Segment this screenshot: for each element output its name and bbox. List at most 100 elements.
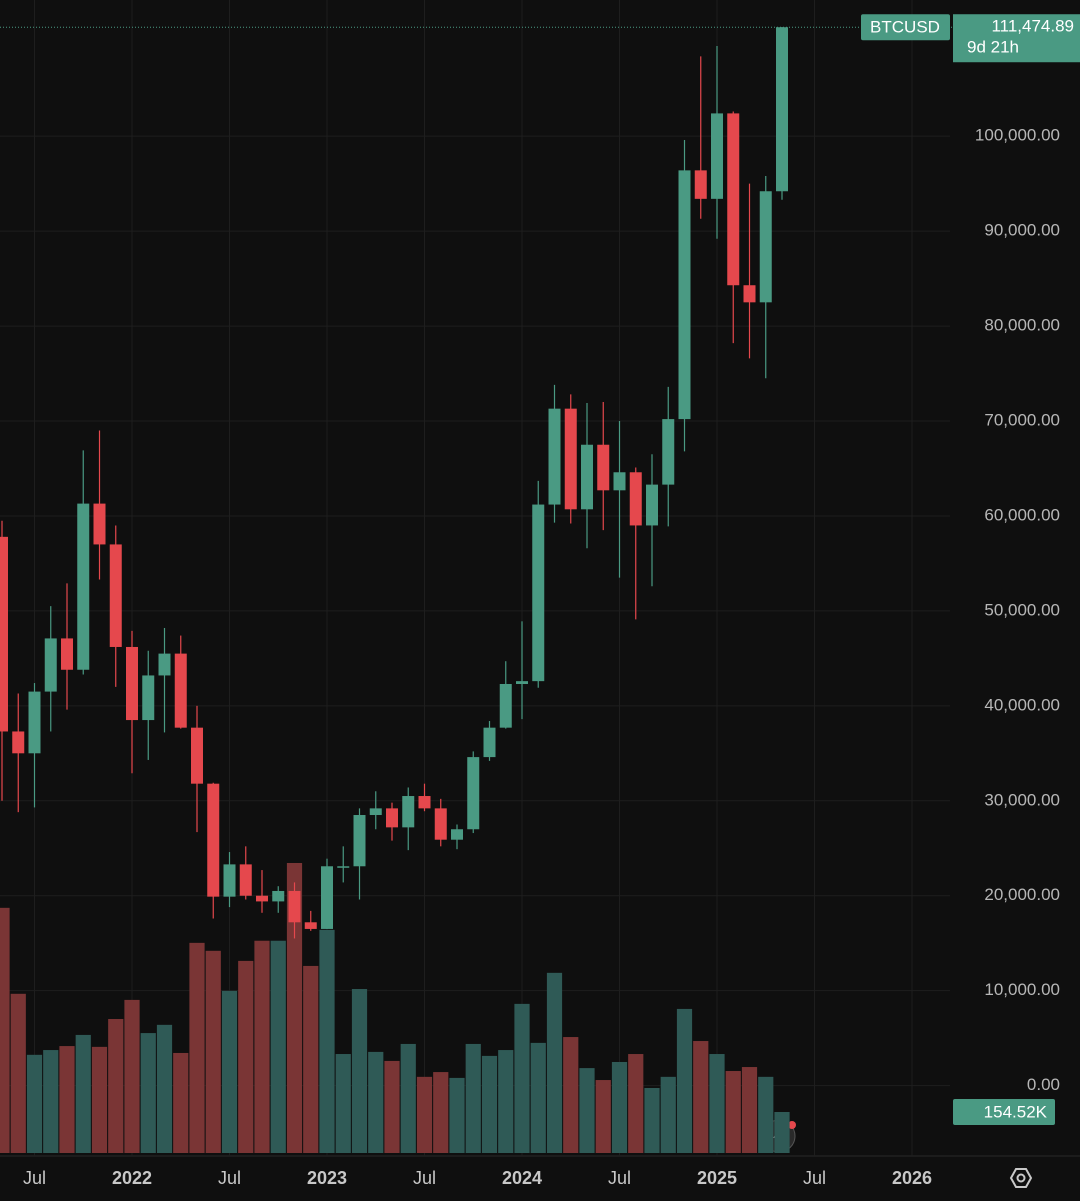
candle-body bbox=[61, 638, 73, 670]
countdown: 9d 21h bbox=[967, 38, 1019, 57]
candle-body bbox=[597, 444, 610, 491]
candle-body bbox=[548, 408, 561, 505]
volume-label: 154.52K bbox=[984, 1102, 1048, 1121]
candle-body bbox=[499, 683, 512, 728]
x-tick-label: 2026 bbox=[892, 1168, 932, 1188]
candle-body bbox=[272, 890, 285, 902]
candle-body bbox=[12, 731, 25, 754]
volume-bar bbox=[660, 1076, 676, 1153]
volume-bar bbox=[108, 1019, 124, 1153]
volume-bar bbox=[140, 1033, 156, 1153]
volume-bar bbox=[498, 1050, 514, 1153]
volume-bar bbox=[173, 1052, 189, 1153]
grid bbox=[0, 0, 950, 1156]
last-price-label: 111,474.89 bbox=[991, 17, 1074, 36]
y-tick-label: 20,000.00 bbox=[984, 885, 1060, 904]
candle-body bbox=[467, 757, 480, 830]
candle-body bbox=[386, 808, 398, 828]
icon-badge bbox=[788, 1121, 796, 1129]
volume-bar bbox=[774, 1112, 790, 1153]
volume-bar bbox=[514, 1003, 530, 1153]
x-tick-label: 2023 bbox=[307, 1168, 347, 1188]
candle-body bbox=[613, 472, 626, 491]
candle-body bbox=[369, 808, 382, 816]
y-tick-label: 90,000.00 bbox=[984, 221, 1060, 240]
candle-body bbox=[239, 864, 252, 896]
volume-bar bbox=[335, 1054, 351, 1153]
volume-box bbox=[953, 1099, 1055, 1125]
y-tick-label: 60,000.00 bbox=[984, 505, 1060, 524]
volume-bar bbox=[91, 1046, 108, 1153]
volume-bar bbox=[416, 1076, 433, 1153]
candle-body bbox=[516, 681, 528, 684]
y-tick-label: 70,000.00 bbox=[984, 410, 1060, 429]
logo bbox=[1009, 1168, 1033, 1188]
candle-body bbox=[93, 503, 106, 545]
candle-body bbox=[418, 796, 431, 809]
volume-bar bbox=[628, 1054, 644, 1153]
volume-bar bbox=[595, 1080, 611, 1153]
volume-bar bbox=[43, 1050, 59, 1153]
candle-body bbox=[711, 113, 723, 199]
x-tick-label: Jul bbox=[23, 1168, 46, 1188]
candle-body bbox=[223, 864, 236, 897]
candle-body bbox=[776, 27, 788, 192]
candle-body bbox=[174, 653, 187, 728]
candle-body bbox=[191, 727, 203, 784]
candle-body bbox=[662, 419, 675, 485]
volume-bar bbox=[530, 1042, 546, 1153]
logo-hex bbox=[1009, 1168, 1033, 1188]
candle-body bbox=[288, 890, 301, 923]
volume-bar bbox=[758, 1076, 774, 1153]
volume-bar bbox=[676, 1008, 693, 1153]
symbol-label: BTCUSD bbox=[870, 18, 940, 37]
candle-body bbox=[402, 796, 415, 828]
candle-body bbox=[581, 444, 593, 510]
volume-bar bbox=[546, 972, 563, 1153]
volume-bar bbox=[319, 929, 335, 1153]
y-tick-label: 0.00 bbox=[1027, 1075, 1060, 1094]
candle-body bbox=[304, 922, 317, 929]
candle-body bbox=[629, 472, 642, 526]
candle-body bbox=[434, 808, 447, 840]
volume-bar bbox=[303, 965, 319, 1153]
y-tick-label: 100,000.00 bbox=[975, 126, 1060, 145]
volume-bar bbox=[221, 990, 238, 1153]
volume-bar bbox=[693, 1041, 709, 1153]
volume-bar bbox=[579, 1068, 595, 1153]
candles bbox=[0, 27, 788, 939]
candle-body bbox=[158, 653, 171, 676]
candle-body bbox=[564, 408, 577, 510]
x-tick-label: 2025 bbox=[697, 1168, 737, 1188]
candle-body bbox=[678, 170, 691, 420]
volume-bar bbox=[400, 1043, 416, 1153]
candle-body bbox=[77, 503, 90, 670]
volume-bar bbox=[124, 999, 140, 1153]
symbol-box bbox=[861, 14, 950, 41]
volume-bar bbox=[449, 1077, 465, 1153]
volume-bar bbox=[465, 1043, 481, 1153]
axes: 0.00 10,000.00 20,000.00 30,000.00 40,000.00… bbox=[0, 14, 1080, 1188]
y-tick-label: 30,000.00 bbox=[984, 790, 1060, 809]
candle-body bbox=[207, 783, 220, 897]
y-tick-label: 10,000.00 bbox=[984, 980, 1060, 999]
volume-bar bbox=[238, 960, 254, 1153]
candle-body bbox=[743, 285, 756, 303]
x-tick-label: 2024 bbox=[502, 1168, 542, 1188]
candle-body bbox=[337, 866, 350, 868]
candle-body bbox=[646, 484, 658, 526]
volume-bar bbox=[0, 907, 10, 1153]
volume-bar bbox=[26, 1054, 43, 1153]
volume-bar bbox=[384, 1060, 400, 1153]
volume-bar bbox=[481, 1055, 498, 1153]
volume-bar bbox=[156, 1024, 173, 1153]
x-tick-label: Jul bbox=[608, 1168, 631, 1188]
candle-body bbox=[126, 646, 138, 721]
volume-bar bbox=[709, 1054, 725, 1153]
volume-bar bbox=[741, 1067, 758, 1153]
volume-bar bbox=[205, 950, 221, 1153]
candle-body bbox=[142, 675, 155, 721]
candle-body bbox=[28, 691, 41, 754]
